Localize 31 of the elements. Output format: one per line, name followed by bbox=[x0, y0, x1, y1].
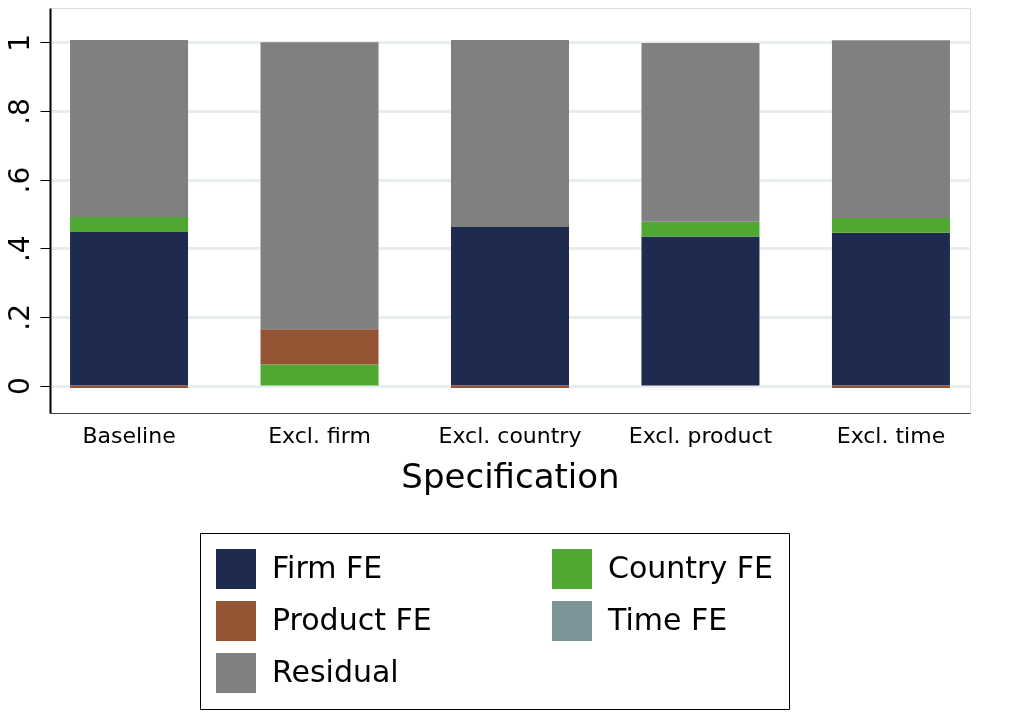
bar bbox=[641, 236, 760, 386]
bar bbox=[70, 217, 189, 233]
x-axis-title: Specification bbox=[401, 455, 620, 496]
bar bbox=[831, 40, 950, 219]
x-tick-label: Excl. firm bbox=[268, 422, 371, 448]
legend-label: Time FE bbox=[607, 602, 728, 637]
bar bbox=[831, 218, 950, 233]
bar bbox=[641, 43, 760, 222]
legend-label: Firm FE bbox=[272, 550, 383, 585]
legend-label: Product FE bbox=[272, 602, 432, 637]
y-tick-label: 1 bbox=[2, 33, 36, 52]
y-tick-label: .8 bbox=[2, 98, 36, 125]
bar bbox=[260, 329, 379, 365]
bar bbox=[641, 221, 760, 237]
x-tick-label: Excl. product bbox=[628, 422, 773, 448]
bar bbox=[260, 364, 379, 386]
y-tick-label: .4 bbox=[2, 235, 36, 263]
bar bbox=[831, 232, 950, 386]
x-tick-label: Excl. country bbox=[438, 422, 582, 448]
legend-label: Residual bbox=[272, 654, 399, 689]
bar bbox=[70, 39, 189, 218]
y-tick-label: 0 bbox=[2, 377, 36, 395]
y-tick-label: .6 bbox=[2, 166, 36, 194]
x-tick-label: Excl. time bbox=[836, 422, 946, 448]
bar bbox=[451, 39, 569, 227]
bar bbox=[451, 226, 569, 386]
x-tick-label: Baseline bbox=[82, 422, 176, 448]
bar bbox=[70, 232, 189, 386]
bar bbox=[260, 42, 379, 330]
y-tick-label: .2 bbox=[2, 304, 36, 331]
legend-label: Country FE bbox=[608, 550, 773, 585]
